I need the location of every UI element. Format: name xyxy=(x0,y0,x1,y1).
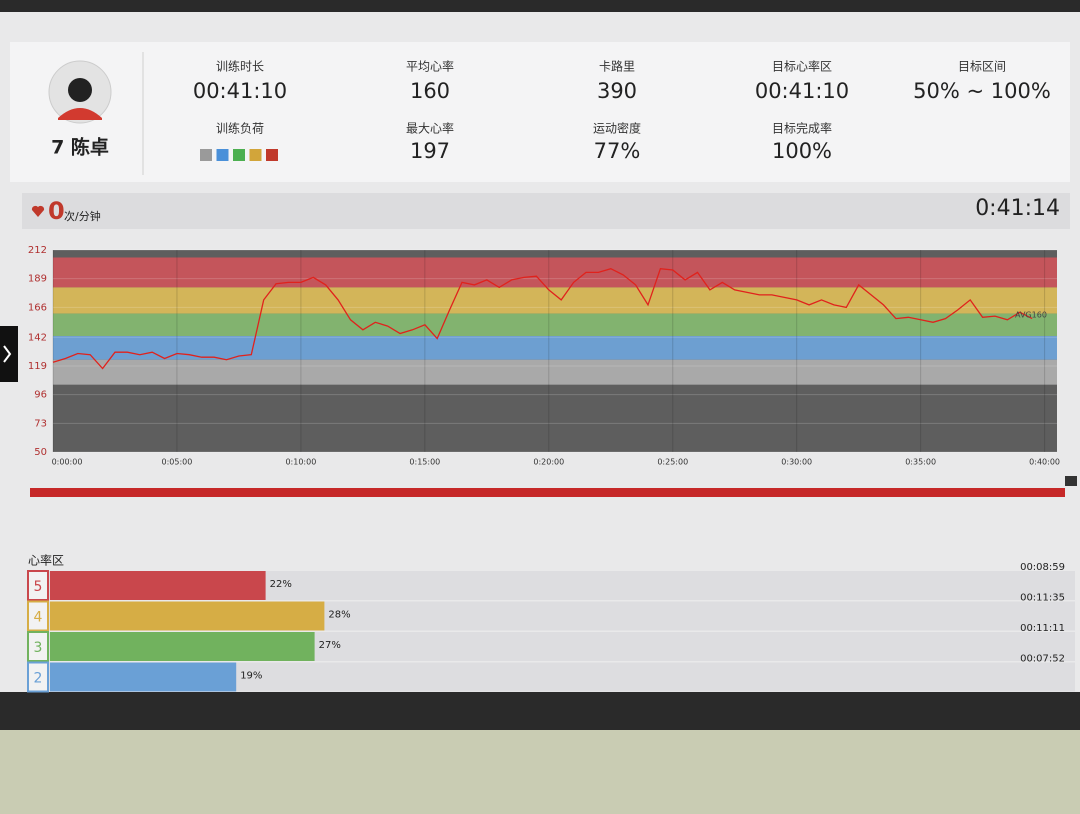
avatar-head xyxy=(68,78,92,102)
zone-time: 00:11:11 xyxy=(1020,623,1065,634)
stat-value: 00:41:10 xyxy=(755,79,849,103)
heart-icon xyxy=(31,205,45,217)
zone-bar xyxy=(50,571,266,600)
zone-bar xyxy=(50,632,315,661)
progress-handle xyxy=(1065,476,1077,486)
side-tab-arrow xyxy=(3,345,12,363)
heart-rate: 0 xyxy=(48,197,65,225)
zone-percent: 22% xyxy=(270,579,292,590)
dynamic: 训练时长 00:41:10 平均心率 160 卡路里 390 目标心率区 00:41:10 目标… xyxy=(27,59,1075,693)
stats-panel xyxy=(10,42,1070,182)
stat-label: 最大心率 xyxy=(406,121,454,136)
zone-percent: 28% xyxy=(328,610,350,621)
x-tick-label: 0:25:00 xyxy=(657,458,688,467)
load-square xyxy=(216,149,229,161)
load-square xyxy=(249,149,262,161)
zone-index-box xyxy=(27,570,49,601)
zone-time: 00:07:52 xyxy=(1020,654,1065,665)
stat-label: 平均心率 xyxy=(406,59,454,74)
zone-band xyxy=(53,257,1057,288)
x-tick-label: 0:15:00 xyxy=(409,458,440,467)
x-tick-label: 0:40:00 xyxy=(1029,458,1060,467)
y-tick-label: 96 xyxy=(34,390,47,401)
zone-bar xyxy=(50,601,325,631)
stat-label: 目标心率区 xyxy=(772,59,832,74)
heart-rate-unit: 次/分钟 xyxy=(64,209,101,223)
stat-value: 390 xyxy=(597,79,637,103)
zone-percent: 19% xyxy=(240,671,262,682)
x-tick-label: 0:35:00 xyxy=(905,458,936,467)
y-tick-label: 119 xyxy=(28,361,47,372)
zone-time: 00:08:59 xyxy=(1020,562,1065,573)
load-square xyxy=(266,149,278,161)
avatar-body xyxy=(58,108,102,120)
progress-bar xyxy=(30,488,1065,497)
zone-band xyxy=(53,313,1057,337)
x-tick-label: 0:30:00 xyxy=(781,458,812,467)
elapsed-time: 0:41:14 xyxy=(975,196,1060,221)
x-tick-label: 0:10:00 xyxy=(285,458,316,467)
y-tick-label: 166 xyxy=(28,302,47,313)
zone-bar xyxy=(50,662,237,692)
stat-label: 运动密度 xyxy=(593,121,641,136)
zone-percent: 27% xyxy=(319,640,341,651)
stat-label: 卡路里 xyxy=(599,59,635,74)
avg-annotation: AVG160 xyxy=(1015,310,1047,319)
zone-name: 5 xyxy=(34,579,43,595)
y-tick-label: 212 xyxy=(28,245,47,256)
zone-name: 2 xyxy=(34,671,43,687)
zone-name: 3 xyxy=(34,640,43,656)
heart-rate-line xyxy=(52,267,1033,370)
zone-name: 4 xyxy=(34,610,43,626)
zone-band xyxy=(53,336,1057,360)
live-bar xyxy=(22,193,1070,229)
y-tick-label: 50 xyxy=(34,447,47,458)
stat-value: 77% xyxy=(594,139,641,163)
athlete-name: 7 陈卓 xyxy=(51,136,109,159)
x-tick-label: 0:00:00 xyxy=(52,458,83,467)
stat-label: 训练时长 xyxy=(216,59,264,74)
x-tick-label: 0:20:00 xyxy=(533,458,564,467)
stat-label: 训练负荷 xyxy=(216,121,264,136)
stat-label: 目标区间 xyxy=(958,60,1006,74)
zones-title: 心率区 xyxy=(28,553,64,568)
stat-value: 197 xyxy=(410,139,450,163)
stat-value: 100% xyxy=(772,139,832,163)
load-square xyxy=(200,149,212,161)
stat-value: 160 xyxy=(410,79,450,103)
y-tick-label: 189 xyxy=(28,274,47,285)
x-tick-label: 0:05:00 xyxy=(162,458,193,467)
stat-value: 50% ~ 100% xyxy=(913,79,1051,103)
zone-time: 00:11:35 xyxy=(1020,593,1065,604)
zone-band xyxy=(53,359,1057,385)
load-square xyxy=(233,149,245,161)
zone-band xyxy=(53,287,1057,314)
stat-label: 目标完成率 xyxy=(772,121,832,136)
y-tick-label: 73 xyxy=(34,418,47,429)
zone-index-box xyxy=(27,600,49,632)
zone-index-box xyxy=(27,631,49,662)
zone-index-box xyxy=(27,661,49,693)
y-tick-label: 142 xyxy=(28,332,47,343)
stat-value: 00:41:10 xyxy=(193,79,287,103)
